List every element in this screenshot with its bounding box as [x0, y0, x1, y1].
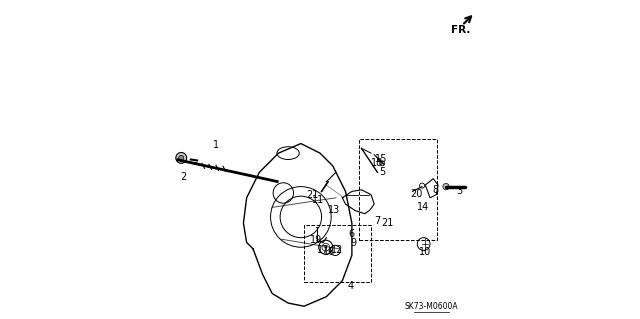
- Text: 1: 1: [213, 140, 220, 150]
- Text: SK73-M0600A: SK73-M0600A: [405, 302, 458, 311]
- Text: 19: 19: [310, 235, 323, 245]
- Text: 12: 12: [331, 245, 343, 256]
- Text: 18: 18: [371, 158, 383, 168]
- Text: 7: 7: [374, 216, 381, 226]
- Text: 2: 2: [180, 172, 187, 182]
- Text: 10: 10: [419, 247, 431, 257]
- Circle shape: [179, 155, 184, 160]
- Text: 3: 3: [456, 186, 462, 197]
- Circle shape: [176, 152, 187, 163]
- Circle shape: [380, 161, 385, 166]
- Text: 21: 21: [381, 218, 393, 228]
- Text: 14: 14: [417, 202, 429, 212]
- Text: 21: 21: [306, 189, 319, 200]
- Text: 6: 6: [349, 229, 355, 240]
- Text: FR.: FR.: [451, 25, 471, 35]
- Circle shape: [443, 183, 449, 190]
- Text: 16: 16: [323, 247, 336, 257]
- Text: 11: 11: [312, 195, 324, 205]
- Text: 17: 17: [317, 245, 330, 256]
- Text: 20: 20: [410, 189, 423, 199]
- Text: 15: 15: [376, 154, 388, 164]
- Text: 8: 8: [433, 185, 438, 195]
- Text: 13: 13: [328, 205, 340, 215]
- Text: 4: 4: [348, 280, 353, 291]
- Text: 5: 5: [379, 167, 385, 177]
- Text: 9: 9: [351, 238, 356, 248]
